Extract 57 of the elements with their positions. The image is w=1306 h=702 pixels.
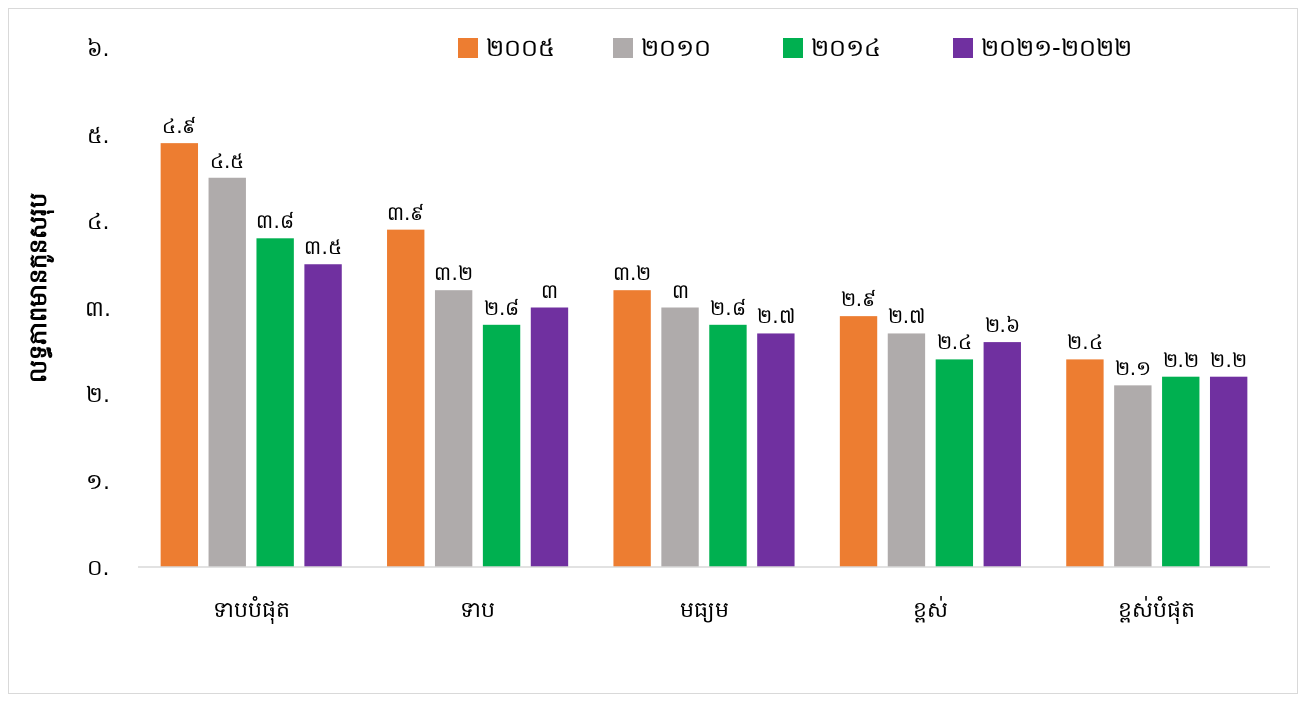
bar	[1114, 385, 1152, 567]
data-label: ៣.៩	[387, 200, 425, 225]
data-label: ២.២	[1162, 347, 1199, 372]
data-label: ២.៧	[887, 304, 926, 329]
data-label: ៣.៥	[304, 235, 342, 260]
data-label: ៣.៨	[256, 209, 294, 234]
legend-label: ២០២១-២០២២	[981, 34, 1132, 62]
data-label: ៤.៩	[162, 114, 197, 139]
bar	[530, 307, 569, 567]
data-label: ២.១	[1114, 356, 1152, 381]
bar	[1066, 359, 1104, 567]
bar	[304, 264, 342, 567]
y-tick-label: ៤.	[86, 209, 110, 234]
y-tick-label: ៣.	[85, 295, 111, 321]
y-tick-label: ០.	[86, 555, 110, 580]
bar	[935, 359, 974, 567]
data-label: ២.៨	[710, 295, 746, 320]
y-tick-label: ៦.	[86, 36, 110, 61]
bar	[983, 342, 1021, 567]
data-label: ២.២	[1210, 347, 1247, 372]
data-label: ៣	[540, 278, 558, 303]
data-label: ២.៤	[1067, 330, 1103, 355]
data-label: ២.៩	[840, 287, 877, 312]
data-label: ៤.៥	[210, 148, 245, 173]
x-tick-label: ខ្ពស់	[912, 596, 948, 623]
y-tick-label: ២.	[86, 382, 110, 407]
bar	[1209, 376, 1248, 567]
legend-label: ២០១៤	[811, 34, 881, 62]
data-label: ៣	[671, 278, 689, 303]
data-label: ២.៨	[483, 295, 520, 320]
x-tick-label: ទាប	[460, 597, 496, 622]
bar	[482, 324, 521, 567]
data-label: ២.៦	[984, 313, 1020, 338]
y-tick-label: ៥.	[86, 122, 110, 148]
data-label: ៣.២	[434, 261, 473, 286]
data-label: ៣.២	[612, 261, 652, 286]
y-axis-title: លទ្ធភាពមានកូនសរុប	[24, 192, 55, 383]
x-tick-label: ខ្ពស់បំផុត	[1118, 596, 1196, 624]
y-tick-label: ១.	[86, 468, 110, 494]
bar	[256, 238, 294, 567]
legend-label: ២០១០	[641, 34, 711, 62]
bar	[434, 290, 473, 567]
x-tick-label: ទាបបំផុត	[212, 596, 290, 624]
bar	[613, 290, 651, 567]
legend-label: ២០០៥	[486, 34, 555, 62]
x-tick-label: មធ្យម	[679, 597, 729, 623]
bar	[661, 307, 699, 567]
data-label: ២.៤	[936, 330, 973, 355]
bar	[208, 177, 246, 567]
data-label: ២.៧	[757, 304, 795, 329]
bar	[1162, 376, 1200, 567]
bar	[387, 229, 425, 567]
bar	[709, 324, 747, 567]
bar	[757, 333, 795, 567]
bar	[160, 143, 199, 567]
bar	[887, 333, 926, 567]
bar	[839, 316, 878, 567]
